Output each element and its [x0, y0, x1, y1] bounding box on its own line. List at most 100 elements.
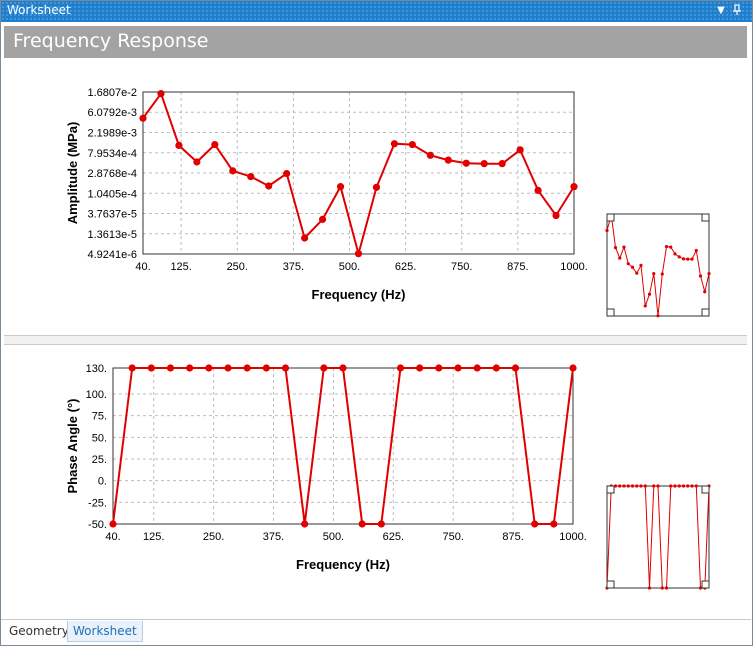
data-point: [262, 364, 270, 372]
x-tick-label: 750.: [451, 261, 472, 273]
data-point: [390, 140, 399, 148]
thumbnail-point: [694, 484, 698, 488]
amplitude-chart: 1.6807e-2 6.0792e-3 2.1989e-3 7.9534e-4 2.87…: [65, 87, 588, 302]
panel-splitter[interactable]: [4, 335, 747, 345]
thumbnail-point: [630, 265, 635, 269]
thumbnail-point: [630, 484, 635, 488]
thumbnail-point: [647, 292, 652, 296]
thumbnail-point: [673, 484, 677, 488]
thumbnail-point: [643, 304, 647, 308]
thumbnail-point: [660, 272, 664, 276]
data-point: [531, 520, 539, 528]
data-point: [339, 364, 347, 372]
x-tick-label: 40.: [105, 531, 120, 543]
data-point: [243, 364, 251, 372]
y-tick-label: 0.: [98, 476, 107, 488]
data-point: [211, 140, 219, 149]
x-tick-label: 500.: [339, 261, 360, 273]
data-point: [552, 211, 560, 220]
x-tick-label: 375.: [263, 531, 284, 543]
pin-icon[interactable]: [730, 4, 744, 18]
resize-handle: [701, 580, 710, 589]
thumbnail-point: [622, 484, 626, 488]
page-header: Frequency Response: [4, 26, 747, 58]
resize-handle: [606, 580, 615, 589]
tab-geometry[interactable]: Geometry: [9, 624, 69, 638]
thumbnail-point: [643, 484, 647, 488]
thumbnail-point: [622, 245, 626, 249]
data-point: [492, 364, 500, 372]
y-tick-label: 100.: [86, 389, 107, 401]
tab-worksheet[interactable]: Worksheet: [67, 621, 143, 642]
y-tick-label: 1.0405e-4: [87, 188, 137, 200]
thumbnail-point: [690, 257, 694, 261]
thumbnail-point: [669, 245, 673, 249]
data-point: [358, 520, 366, 528]
thumbnail-frame: [606, 485, 710, 589]
resize-handle: [606, 213, 615, 222]
thumbnail-point: [703, 290, 707, 294]
plot-area: [113, 368, 573, 524]
thumbnail-point: [698, 274, 703, 278]
thumbnail-point: [618, 484, 622, 488]
thumbnail-point: [664, 586, 669, 590]
data-point: [186, 364, 194, 372]
amplitude-thumbnail: [605, 213, 711, 318]
data-point: [354, 250, 363, 258]
thumbnail-point: [677, 484, 681, 488]
data-point: [444, 156, 452, 164]
data-point: [336, 183, 345, 191]
data-point: [498, 160, 506, 168]
data-point: [229, 167, 237, 175]
data-point: [175, 141, 183, 150]
x-tick-label: 625.: [383, 531, 404, 543]
data-point: [318, 215, 327, 223]
data-point: [416, 364, 424, 372]
x-axis-label: Frequency (Hz): [312, 287, 406, 302]
resize-handle: [606, 308, 615, 317]
resize-handle: [701, 213, 710, 222]
x-tick-label: 875.: [502, 531, 523, 543]
thumbnail-point: [669, 484, 673, 488]
thumbnail-point: [656, 484, 660, 488]
thumbnail-point: [681, 484, 686, 488]
thumbnail-point: [707, 271, 711, 276]
y-tick-label: 2.8768e-4: [87, 168, 137, 180]
y-tick-label: 1.6807e-2: [87, 87, 137, 99]
plot-area: [143, 92, 574, 254]
data-point: [247, 173, 255, 181]
thumbnail-point: [639, 263, 643, 267]
data-point: [139, 114, 147, 122]
y-tick-label: 25.: [92, 454, 107, 466]
data-point: [534, 186, 542, 195]
x-tick-label: 125.: [143, 531, 164, 543]
thumbnail-point: [626, 484, 630, 488]
data-point: [301, 234, 309, 242]
data-point: [109, 520, 117, 528]
thumbnail-point: [635, 484, 639, 488]
y-tick-label: 75.: [92, 411, 107, 423]
data-point: [569, 364, 577, 372]
y-tick-label: 3.7637e-5: [87, 209, 137, 221]
thumbnail-point: [613, 484, 618, 488]
thumbnail-point: [681, 257, 686, 261]
data-point: [128, 364, 136, 372]
y-axis-label: Amplitude (MPa): [65, 122, 80, 225]
data-point: [396, 364, 405, 372]
y-tick-label: 6.0792e-3: [87, 107, 137, 119]
thumbnail-point: [652, 484, 656, 488]
x-tick-label: 1000.: [560, 261, 588, 273]
data-point: [516, 146, 524, 154]
x-axis-label: Frequency (Hz): [296, 557, 390, 572]
x-tick-label: 250.: [227, 261, 248, 273]
y-tick-label: 50.: [92, 432, 107, 444]
data-point: [377, 520, 385, 528]
thumbnail-point: [660, 586, 664, 590]
data-point: [147, 364, 155, 372]
x-tick-label: 625.: [395, 261, 416, 273]
chevron-down-icon[interactable]: ▼: [717, 5, 725, 16]
thumbnail-frame: [606, 213, 710, 317]
thumbnail-point: [639, 484, 643, 488]
thumbnail-point: [686, 484, 690, 488]
